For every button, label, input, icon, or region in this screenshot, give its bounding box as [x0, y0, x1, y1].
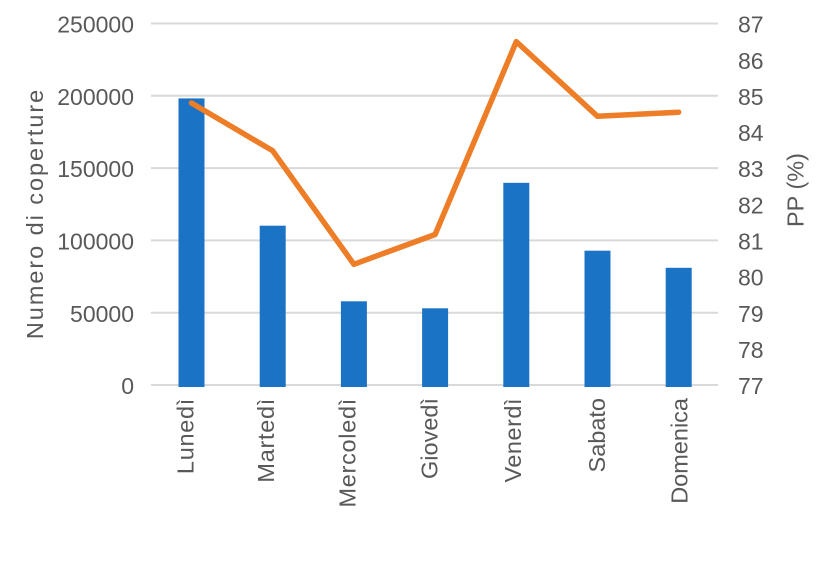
- svg-text:81: 81: [738, 229, 764, 255]
- svg-text:100000: 100000: [57, 229, 134, 255]
- svg-text:Domenica: Domenica: [667, 397, 693, 504]
- svg-text:80: 80: [738, 265, 764, 291]
- svg-text:86: 86: [738, 48, 764, 74]
- svg-text:250000: 250000: [57, 12, 134, 38]
- svg-text:Numero di coperture: Numero di coperture: [22, 88, 48, 339]
- svg-text:0: 0: [121, 373, 134, 399]
- svg-text:79: 79: [738, 301, 764, 327]
- svg-text:150000: 150000: [57, 156, 134, 182]
- svg-text:82: 82: [738, 192, 764, 218]
- svg-text:87: 87: [738, 12, 764, 38]
- svg-text:Lunedì: Lunedì: [172, 398, 198, 474]
- svg-text:77: 77: [738, 373, 764, 399]
- svg-text:Sabato: Sabato: [584, 398, 610, 472]
- svg-text:85: 85: [738, 84, 764, 110]
- svg-text:PP (%): PP (%): [783, 153, 809, 227]
- svg-text:Giovedì: Giovedì: [417, 398, 443, 479]
- svg-text:Mercoledì: Mercoledì: [335, 398, 361, 507]
- svg-text:83: 83: [738, 156, 764, 182]
- svg-text:Venerdì: Venerdì: [500, 398, 526, 483]
- svg-text:50000: 50000: [70, 301, 134, 327]
- svg-text:200000: 200000: [57, 84, 134, 110]
- svg-text:78: 78: [738, 337, 764, 363]
- svg-text:Martedì: Martedì: [253, 398, 279, 483]
- svg-text:84: 84: [738, 120, 764, 146]
